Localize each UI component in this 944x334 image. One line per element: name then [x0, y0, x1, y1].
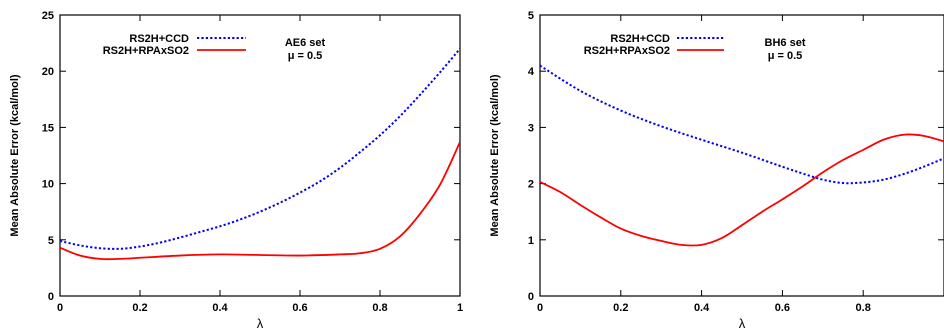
- y-tick-label: 10: [42, 179, 54, 191]
- y-tick-label: 0: [528, 291, 534, 303]
- y-tick-label: 2: [528, 179, 534, 191]
- y-tick-label: 25: [42, 10, 54, 22]
- y-tick-label: 3: [528, 122, 534, 134]
- x-tick-label: 0.6: [775, 302, 790, 314]
- y-tick-label: 5: [48, 235, 54, 247]
- y-tick-label: 15: [42, 122, 54, 134]
- x-tick-label: 0.8: [372, 302, 387, 314]
- series-line-rpaxso2: [60, 141, 460, 261]
- legend-label: RS2H+CCD: [610, 33, 670, 45]
- y-tick-label: 0: [48, 291, 54, 303]
- y-tick-label: 1: [528, 235, 534, 247]
- plot-frame: [539, 14, 944, 297]
- x-tick-label: 0.2: [613, 302, 628, 314]
- x-tick-label: 1: [457, 302, 463, 314]
- y-tick-label: 5: [528, 10, 534, 22]
- series-line-ccd: [60, 48, 460, 250]
- legend-label: RS2H+RPAxSO2: [103, 45, 189, 57]
- x-tick-label: 0.4: [212, 302, 228, 314]
- x-tick-label: 0: [537, 302, 543, 314]
- x-tick-label: 0.8: [856, 302, 871, 314]
- plot-frame: [59, 14, 461, 297]
- y-axis-label: Mean Absolute Error (kcal/mol): [489, 74, 501, 237]
- y-tick-label: 20: [42, 66, 54, 78]
- chart-panel-1: 0 5 10 15 20 25 0 0.2 0.4 0.6 0.8 1 RS2H+CCDRS2H+RPA…: [9, 10, 463, 331]
- panel-annotation: BH6 set: [765, 37, 806, 49]
- panel-annotation: μ = 0.5: [768, 50, 803, 62]
- y-tick-label: 4: [528, 66, 535, 78]
- legend-label: RS2H+CCD: [129, 33, 189, 45]
- x-tick-label: 0.6: [292, 302, 307, 314]
- series-line-ccd: [540, 64, 944, 185]
- x-tick-label: 0: [57, 302, 63, 314]
- x-tick-label: 0.4: [694, 302, 710, 314]
- legend-label: RS2H+RPAxSO2: [584, 45, 670, 57]
- x-axis-label: λ: [257, 316, 264, 331]
- series-line-rpaxso2: [540, 133, 944, 247]
- x-tick-label: 0.2: [132, 302, 147, 314]
- panel-annotation: AE6 set: [285, 37, 326, 49]
- y-axis-label: Mean Absolute Error (kcal/mol): [9, 74, 21, 237]
- panel-annotation: μ = 0.5: [288, 50, 323, 62]
- x-axis-label: λ: [739, 316, 746, 331]
